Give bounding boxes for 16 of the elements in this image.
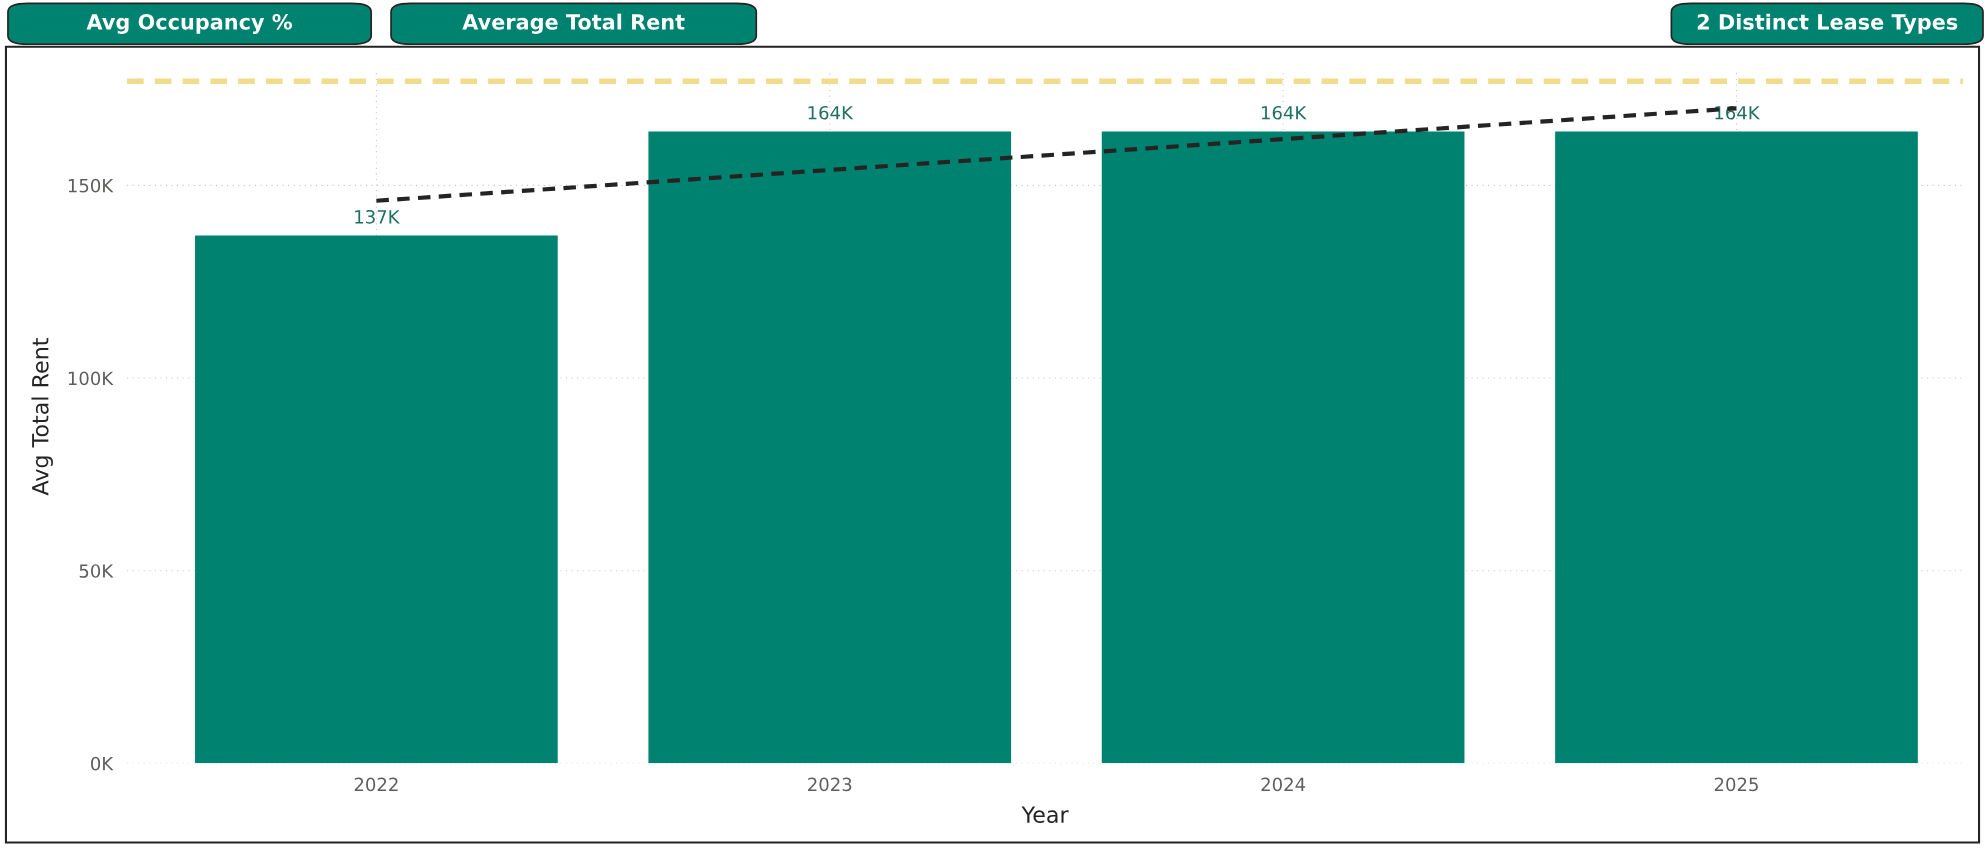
text: Average Total Rent <box>462 13 685 34</box>
x-axis-title: Year <box>1021 806 1069 824</box>
data-label: 164K <box>808 105 854 120</box>
y-tick-label: 150K <box>68 178 114 193</box>
data-label: 137K <box>355 209 400 224</box>
text: Avg Occupancy % <box>86 13 293 34</box>
x-tick-label: 2023 <box>808 777 852 792</box>
y-tick-label: 100K <box>68 371 114 386</box>
y-axis-title: Avg Total Rent <box>31 338 53 496</box>
y-tick-label: 0K <box>91 756 114 771</box>
y-tick-label: 50K <box>79 564 114 578</box>
x-tick-label: 2024 <box>1261 777 1306 792</box>
text: 2 Distinct Lease Types <box>1697 13 1958 34</box>
x-tick-label: 2025 <box>1714 777 1758 792</box>
data-label: 164K <box>1261 105 1307 120</box>
x-tick-label: 2022 <box>354 777 398 792</box>
